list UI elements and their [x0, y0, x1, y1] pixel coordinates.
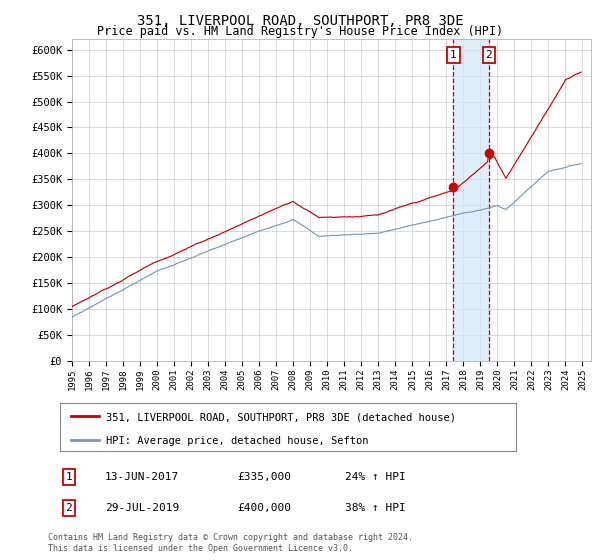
- Text: HPI: Average price, detached house, Sefton: HPI: Average price, detached house, Seft…: [106, 436, 368, 446]
- Text: £335,000: £335,000: [237, 472, 291, 482]
- Text: 2: 2: [65, 503, 73, 513]
- Text: 13-JUN-2017: 13-JUN-2017: [105, 472, 179, 482]
- Text: £400,000: £400,000: [237, 503, 291, 513]
- Text: 1: 1: [65, 472, 73, 482]
- Text: 29-JUL-2019: 29-JUL-2019: [105, 503, 179, 513]
- Text: This data is licensed under the Open Government Licence v3.0.: This data is licensed under the Open Gov…: [48, 544, 353, 553]
- Bar: [454, 39, 489, 361]
- Text: 351, LIVERPOOL ROAD, SOUTHPORT, PR8 3DE: 351, LIVERPOOL ROAD, SOUTHPORT, PR8 3DE: [137, 14, 463, 28]
- Text: 1: 1: [450, 50, 457, 60]
- Text: 38% ↑ HPI: 38% ↑ HPI: [345, 503, 406, 513]
- Text: 351, LIVERPOOL ROAD, SOUTHPORT, PR8 3DE (detached house): 351, LIVERPOOL ROAD, SOUTHPORT, PR8 3DE …: [106, 412, 455, 422]
- Text: Contains HM Land Registry data © Crown copyright and database right 2024.: Contains HM Land Registry data © Crown c…: [48, 533, 413, 542]
- Text: Price paid vs. HM Land Registry's House Price Index (HPI): Price paid vs. HM Land Registry's House …: [97, 25, 503, 38]
- Text: 24% ↑ HPI: 24% ↑ HPI: [345, 472, 406, 482]
- Text: 2: 2: [485, 50, 492, 60]
